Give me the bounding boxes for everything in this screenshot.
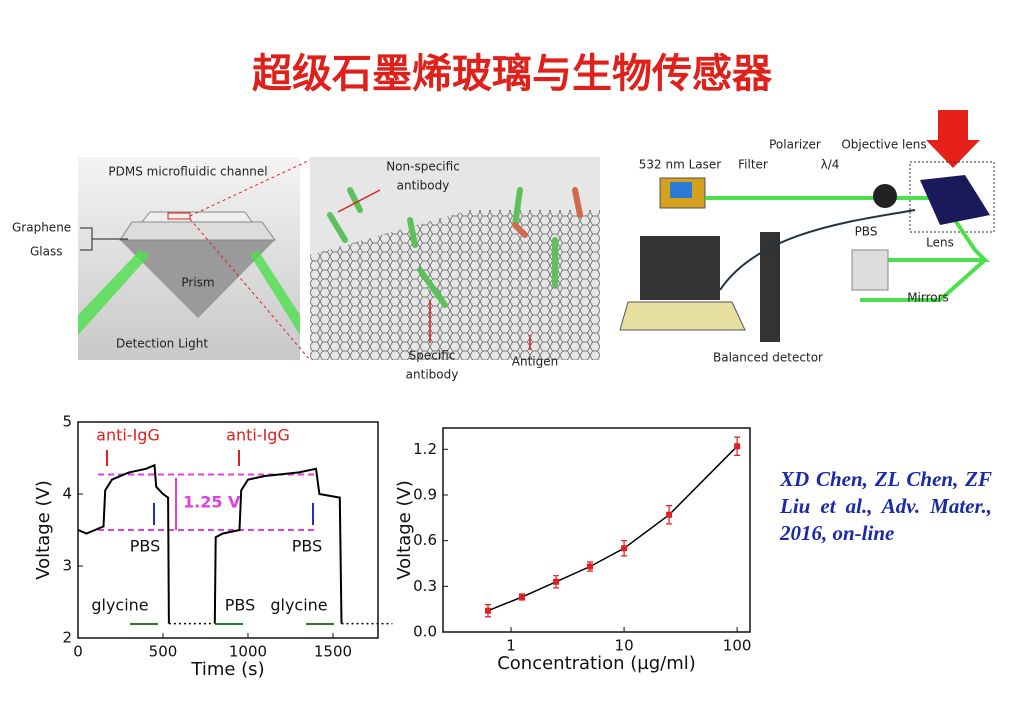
zoom-line xyxy=(189,218,311,361)
pdms xyxy=(140,211,253,223)
x-tick-label: 500 xyxy=(149,643,178,661)
label: Objective lens xyxy=(841,138,926,152)
label: Graphene xyxy=(12,221,71,235)
pbs xyxy=(851,249,889,291)
figure-c: 532 nm Laser Filter Polarizer λ/4 Object… xyxy=(619,110,995,365)
y-tick-label: 0.3 xyxy=(413,577,437,595)
objective xyxy=(873,184,897,208)
y-tick-label: 0.0 xyxy=(413,623,437,641)
point xyxy=(587,563,594,570)
point xyxy=(553,578,560,585)
annotation: glycine xyxy=(91,596,148,615)
x-tick-label: 1 xyxy=(506,637,516,655)
annotation: anti-IgG xyxy=(96,426,160,445)
antibody xyxy=(512,187,583,238)
laptop-screen xyxy=(640,236,720,300)
annotation: PBS xyxy=(225,596,256,615)
cable xyxy=(719,209,916,291)
label: Detection Light xyxy=(116,337,208,351)
y-tick-label: 3 xyxy=(62,557,72,575)
y-axis-label: Voltage (V) xyxy=(394,480,415,580)
prism xyxy=(920,175,990,225)
label: 532 nm Laser xyxy=(639,158,722,172)
point xyxy=(519,593,526,600)
plot-frame xyxy=(442,427,751,633)
point xyxy=(484,607,491,614)
x-tick-label: 1500 xyxy=(314,643,352,661)
x-tick-label: 0 xyxy=(73,643,83,661)
beam xyxy=(78,250,150,335)
label: Lens xyxy=(926,236,954,250)
x-axis-label: Concentration (µg/ml) xyxy=(497,653,696,674)
label: antibody xyxy=(406,368,459,382)
x-tick-label: 10 xyxy=(615,637,634,655)
figure-b: Non-specific antibody Specific antibody … xyxy=(310,157,600,382)
zoom-line xyxy=(189,159,311,217)
y-tick-label: 0.9 xyxy=(413,485,437,503)
annotation: PBS xyxy=(292,537,323,556)
label: Prism xyxy=(181,276,214,290)
x-tick-label: 1000 xyxy=(229,643,267,661)
y-tick-label: 1.2 xyxy=(413,440,437,458)
prism xyxy=(120,240,275,318)
pointer xyxy=(153,503,314,525)
label: Non-specific xyxy=(386,160,460,174)
annotation: anti-IgG xyxy=(226,426,290,445)
annotations: anti-IgG anti-IgG PBS PBS PBS glycine gl… xyxy=(91,426,334,625)
point xyxy=(666,511,673,518)
y-tick-label: 4 xyxy=(62,485,72,503)
y-tick-label: 0.6 xyxy=(413,531,437,549)
y-tick-label: 2 xyxy=(62,629,72,647)
y-axis-label: Voltage (V) xyxy=(33,480,54,580)
annotation: 1.25 V xyxy=(183,493,241,512)
arrow xyxy=(926,110,980,168)
label: Polarizer xyxy=(769,138,821,152)
label: Balanced detector xyxy=(713,351,823,365)
label: antibody xyxy=(397,179,450,193)
figure-a: PDMS microfluidic channel Graphene Glass… xyxy=(12,157,311,361)
bracket xyxy=(80,227,128,251)
graphene xyxy=(310,210,600,360)
citation: XD Chen, ZL Chen, ZF Liu et al., Adv. Ma… xyxy=(780,467,992,545)
pointer xyxy=(106,450,240,466)
point xyxy=(734,443,741,450)
x-axis-label: Time (s) xyxy=(190,659,264,680)
label: λ/4 xyxy=(821,158,840,172)
detector xyxy=(760,232,780,342)
fit-line xyxy=(487,445,738,612)
y-tick-label: 5 xyxy=(62,413,72,431)
laptop-base xyxy=(619,301,746,331)
label: Filter xyxy=(738,158,768,172)
annotation: PBS xyxy=(130,537,161,556)
pointer xyxy=(337,189,531,350)
x-tick-label: 100 xyxy=(723,637,752,655)
antibody xyxy=(327,187,558,308)
label: PBS xyxy=(855,225,878,239)
label: Mirrors xyxy=(907,291,949,305)
annotation: glycine xyxy=(270,596,327,615)
beam xyxy=(250,250,300,335)
title: 超级石墨烯玻璃与生物传感器 xyxy=(252,50,773,97)
label: PDMS microfluidic channel xyxy=(108,165,267,179)
laser-window xyxy=(670,182,692,198)
label: Antigen xyxy=(512,355,558,369)
data-line xyxy=(77,463,343,624)
beam xyxy=(705,196,990,302)
point xyxy=(621,545,628,552)
label: Glass xyxy=(30,245,63,259)
label: Specific xyxy=(409,349,456,363)
glass xyxy=(119,221,276,241)
